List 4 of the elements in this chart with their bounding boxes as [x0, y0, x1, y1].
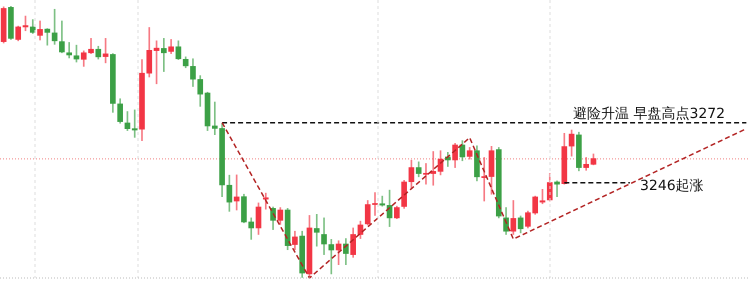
- candlestick: [74, 44, 80, 62]
- annotation: 3246起涨: [640, 178, 704, 194]
- candlestick: [554, 180, 560, 197]
- annotation: 避险升温 早盘高点3272: [573, 106, 726, 122]
